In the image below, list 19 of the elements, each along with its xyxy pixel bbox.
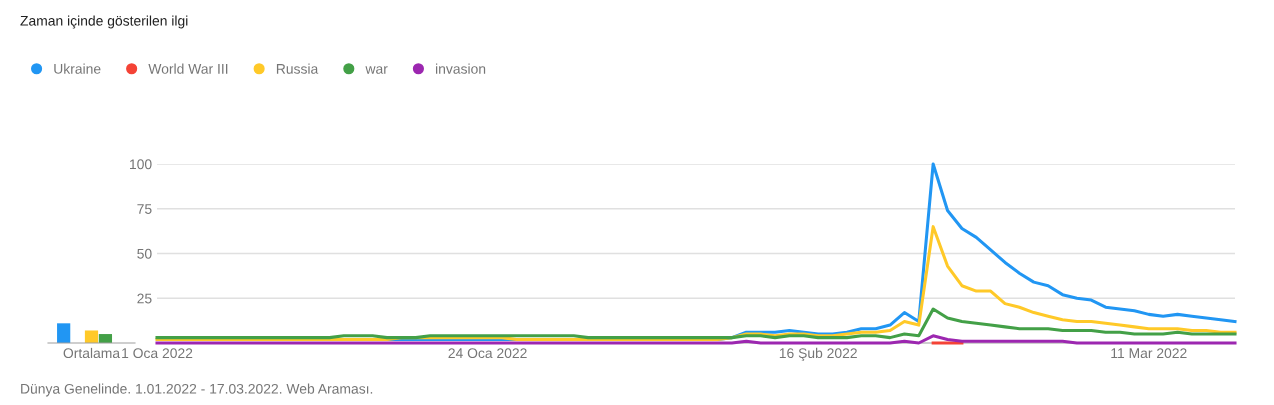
x-tick-label: 11 Mar 2022: [1111, 348, 1187, 359]
y-tick-label: 100: [130, 159, 152, 170]
legend-label: war: [365, 66, 388, 74]
y-tick-label: 50: [137, 248, 152, 259]
x-tick-label: Ortalama: [63, 347, 121, 359]
y-tick-label: 25: [137, 293, 152, 304]
text: Dünya Genelinde. 1.01.2022 - 17.03.2022. Web Araması.: [21, 383, 373, 397]
x-tick-label: 16 Şub 2022: [779, 347, 857, 361]
chart-title: Zaman içinde gösterilen ilgi: [20, 15, 188, 29]
line-series: [155, 334, 1237, 345]
line-series: [155, 307, 1237, 340]
legend-label: invasion: [436, 63, 486, 74]
legend-label: Russia: [276, 63, 319, 74]
line-series: [155, 225, 1237, 341]
x-tick-label: 1 Oca 2022: [122, 348, 193, 359]
y-tick-label: 75: [137, 204, 152, 214]
x-tick-label: 24 Oca 2022: [448, 348, 527, 359]
legend-label: World War III: [148, 63, 228, 74]
legend-label: Ukraine: [54, 63, 101, 74]
